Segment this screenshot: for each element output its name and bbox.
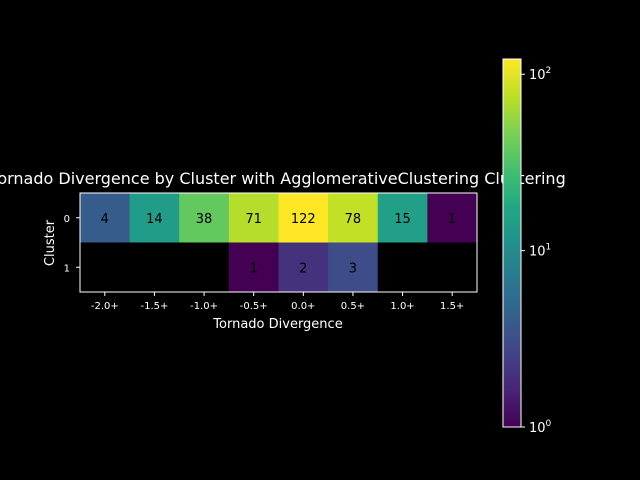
heatmap-cell [377,193,428,243]
colorbar-tick-label: 101 [529,243,551,260]
colorbar-ticks: 100 101 102 [521,66,552,436]
cell-value-label: 1 [448,212,456,227]
heatmap-cell [179,242,230,293]
plot-frame [79,192,478,293]
heatmap-cell [328,242,379,293]
y-axis-label: Cluster [43,219,58,266]
colorbar-tick-label: 102 [529,66,551,83]
cell-value-label: 3 [349,261,357,276]
x-tick-label: -1.0+ [190,301,218,312]
heatmap-cell [129,242,180,293]
heatmap-cell [278,193,329,243]
heatmap-cells [80,193,478,293]
colorbar [502,58,522,428]
heatmap-cell [80,193,131,243]
heatmap-cell [129,193,180,243]
heatmap-cell [278,242,329,293]
x-tick-label: -2.0+ [91,301,119,312]
x-axis-ticks: -2.0+ -1.5+ -1.0+ -0.5+ 0.0+ 0.5+ 1.0+ 1.5+ [91,292,464,312]
x-tick-label: 0.0+ [291,301,315,312]
heatmap-cell [80,242,131,293]
y-axis-ticks: 01 [64,214,80,274]
colorbar-tick-label: 100 [529,419,552,436]
heatmap-cell [427,242,478,293]
cell-value-label: 122 [291,212,316,227]
cell-value-label: 71 [245,212,262,227]
cell-value-label: 2 [299,261,307,276]
heatmap-cell [228,242,279,293]
y-tick-label: 1 [64,263,70,274]
x-axis-label: Tornado Divergence [212,317,342,332]
heatmap-cell [328,193,379,243]
cell-value-label: 15 [394,212,411,227]
cell-value-label: 4 [101,212,109,227]
cell-value-label: 1 [250,261,258,276]
cell-value-label: 78 [345,212,362,227]
y-tick-label: 0 [64,214,70,225]
x-tick-label: 1.5+ [440,301,464,312]
heatmap-cell [427,193,478,243]
heatmap-cell-labels: 4 14 38 71 122 78 15 1 1 2 3 [101,212,457,277]
x-tick-label: -1.5+ [140,301,168,312]
cell-value-label: 14 [146,212,163,227]
heatmap-cell [228,193,279,243]
heatmap-cell [179,193,230,243]
chart-title: Tornado Divergence by Cluster with Agglo… [0,169,566,188]
x-tick-label: -0.5+ [240,301,268,312]
heatmap-cell [377,242,428,293]
x-tick-label: 1.0+ [390,301,414,312]
x-tick-label: 0.5+ [341,301,365,312]
cell-value-label: 38 [196,212,213,227]
